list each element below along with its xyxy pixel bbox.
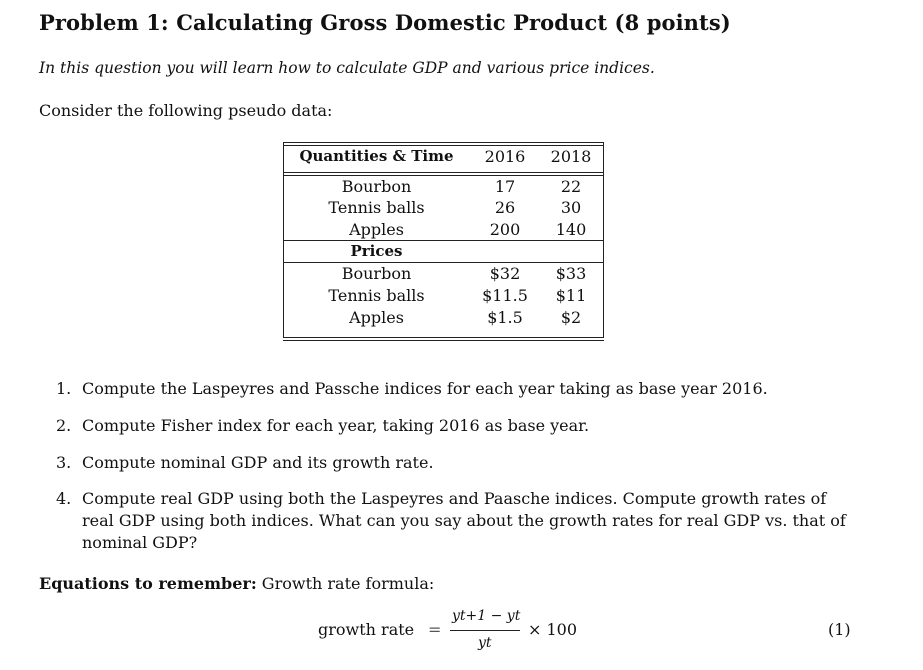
data-table: Quantities & Time 2016 2018 Bourbon 17 2… — [283, 142, 604, 341]
price-item: Tennis balls — [328, 286, 425, 305]
formula-equals: = — [428, 620, 442, 639]
qty-2018: 30 — [560, 198, 582, 217]
problem-title: Problem 1: Calculating Gross Domestic Pr… — [39, 10, 731, 35]
formula-times: × 100 — [528, 620, 578, 639]
price-2016: $11.5 — [482, 286, 528, 305]
price-2018: $33 — [555, 264, 587, 283]
question-text: Compute nominal GDP and its growth rate. — [82, 453, 434, 472]
qty-2016: 26 — [494, 198, 516, 217]
question-number: 1. — [56, 379, 72, 398]
question-number: 2. — [56, 416, 72, 435]
fraction-bar — [450, 630, 520, 631]
question-text: Compute Fisher index for each year, taki… — [82, 416, 590, 435]
price-2018: $2 — [560, 308, 582, 327]
qty-item: Tennis balls — [328, 198, 425, 217]
formula-lhs: growth rate — [318, 620, 415, 639]
question-text: Compute real GDP using both the Laspeyre… — [82, 489, 846, 552]
qty-item: Bourbon — [341, 177, 412, 196]
price-2018: $11 — [555, 286, 587, 305]
formula-denominator: yt — [478, 635, 492, 651]
consider-text: Consider the following pseudo data: — [39, 101, 333, 120]
table-header-label: Quantities & Time — [299, 147, 454, 165]
equation-number: (1) — [828, 620, 851, 639]
qty-2018: 140 — [555, 220, 587, 239]
qty-item: Apples — [349, 220, 404, 239]
equations-line: Equations to remember: Growth rate formu… — [39, 574, 434, 593]
formula-numerator: yt+1 − yt — [452, 608, 521, 624]
question-text: Compute the Laspeyres and Passche indice… — [82, 379, 768, 398]
table-header-2016: 2016 — [484, 147, 526, 166]
question-number: 3. — [56, 453, 72, 472]
growth-rate-formula: growth rate = yt+1 − yt yt × 100 (1) — [318, 608, 858, 660]
prices-label: Prices — [350, 242, 403, 260]
price-item: Bourbon — [341, 264, 412, 283]
qty-2016: 17 — [494, 177, 516, 196]
equations-label: Equations to remember: — [39, 574, 257, 593]
price-2016: $1.5 — [487, 308, 523, 327]
table-header-2018: 2018 — [550, 147, 592, 166]
qty-2018: 22 — [560, 177, 582, 196]
price-2016: $32 — [489, 264, 521, 283]
qty-2016: 200 — [489, 220, 521, 239]
intro-text: In this question you will learn how to c… — [39, 59, 655, 77]
price-item: Apples — [349, 308, 404, 327]
question-number: 4. — [56, 489, 72, 508]
equations-text: Growth rate formula: — [256, 574, 435, 593]
